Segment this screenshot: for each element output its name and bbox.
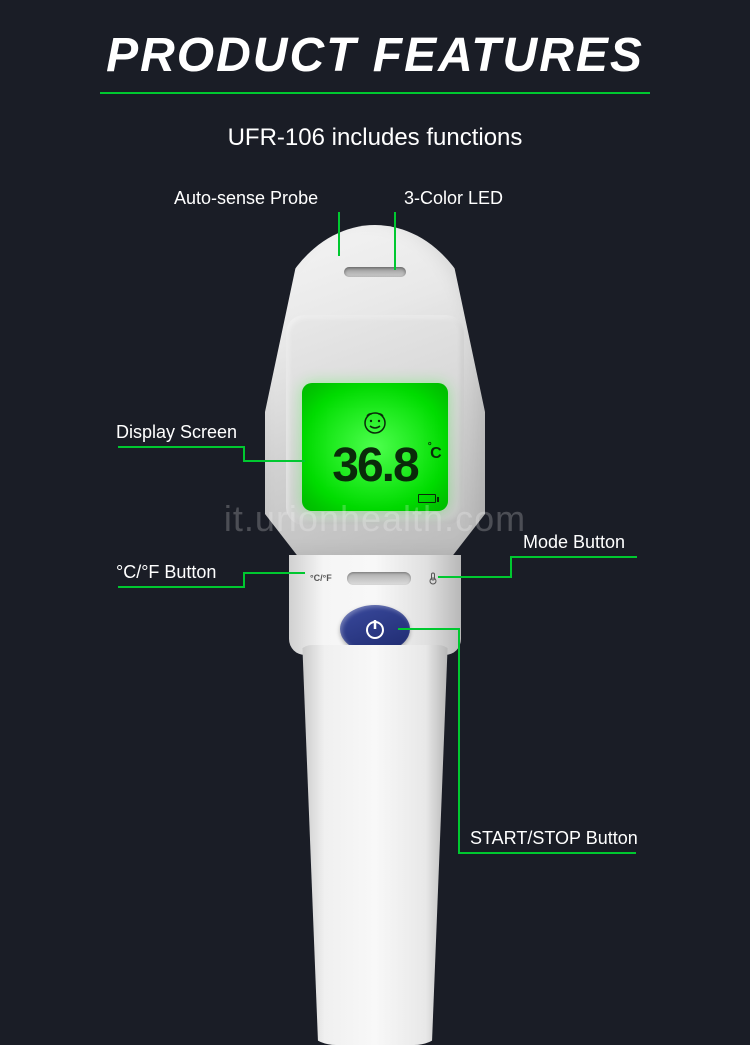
- battery-icon: [418, 494, 436, 503]
- callout-line: [243, 572, 245, 588]
- callout-line: [398, 628, 460, 630]
- display-screen: 36.8 ° C: [302, 383, 448, 511]
- button-row: °C/°F: [310, 571, 440, 585]
- led-slot: [344, 267, 406, 277]
- callout-mode-button: Mode Button: [523, 532, 625, 553]
- callout-line: [510, 556, 637, 558]
- callout-start-stop: START/STOP Button: [470, 828, 638, 849]
- thermometer-mini-icon: [426, 571, 440, 585]
- callout-line: [118, 586, 245, 588]
- callout-line: [510, 556, 512, 578]
- temperature-value: 36.8 ° C: [332, 442, 417, 490]
- thermometer-handle: [296, 645, 454, 1045]
- face-icon: [361, 410, 389, 434]
- callout-line: [338, 212, 340, 256]
- callout-line: [394, 212, 396, 270]
- callout-line: [243, 460, 305, 462]
- mode-pill: [347, 572, 411, 585]
- thermometer-device: 36.8 ° C °C/°F: [265, 225, 485, 1025]
- temperature-unit: C: [430, 446, 440, 462]
- temperature-digits: 36.8: [332, 439, 417, 492]
- page-title: PRODUCT FEATURES: [0, 28, 750, 83]
- cf-label: °C/°F: [310, 573, 332, 583]
- callout-cf-button: °C/°F Button: [116, 562, 216, 583]
- callout-line: [458, 852, 636, 854]
- callout-line: [438, 576, 512, 578]
- callout-led: 3-Color LED: [404, 188, 503, 209]
- callout-screen: Display Screen: [116, 422, 237, 443]
- page-subtitle: UFR-106 includes functions: [0, 124, 750, 152]
- callout-line: [458, 628, 460, 854]
- callout-auto-sense: Auto-sense Probe: [174, 188, 318, 209]
- callout-line: [243, 572, 305, 574]
- power-icon: [363, 617, 387, 641]
- title-underline: [100, 92, 650, 94]
- callout-line: [118, 446, 245, 448]
